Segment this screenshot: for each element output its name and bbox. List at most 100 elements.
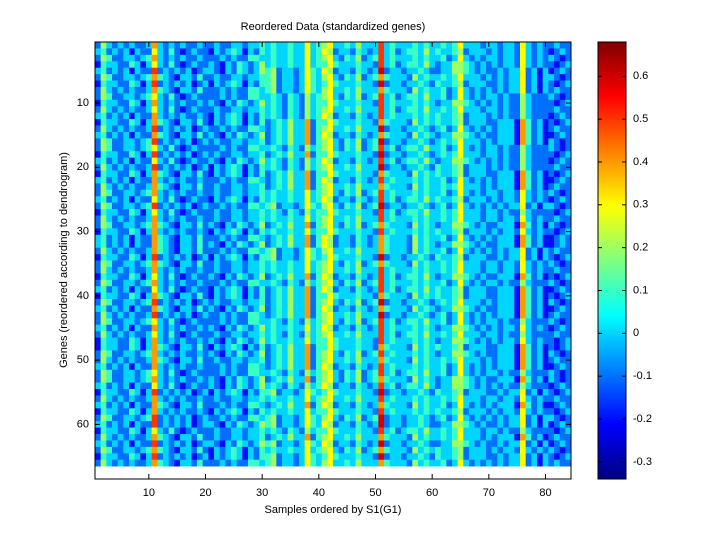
cell: [287, 48, 294, 56]
cell: [542, 356, 549, 364]
cell: [452, 202, 458, 210]
cell: [163, 337, 169, 345]
cell: [452, 112, 458, 120]
cell: [457, 189, 464, 197]
cell: [117, 221, 124, 229]
cell: [333, 144, 339, 152]
cell: [197, 67, 203, 75]
cell: [463, 112, 470, 120]
cell: [253, 67, 260, 75]
cell: [208, 318, 215, 326]
cell: [497, 331, 504, 338]
cell: [214, 112, 220, 120]
cell: [310, 93, 317, 101]
cell: [208, 350, 215, 358]
cell: [100, 292, 107, 300]
cell: [299, 344, 305, 351]
cell: [219, 331, 226, 338]
cell: [180, 48, 186, 56]
cell: [168, 376, 175, 383]
cell: [265, 286, 271, 293]
cell: [350, 183, 356, 191]
cell: [276, 183, 283, 191]
cell: [242, 67, 249, 75]
cell: [208, 247, 215, 255]
cell: [117, 164, 124, 171]
cell: [457, 151, 464, 158]
cell: [435, 234, 441, 242]
cell: [214, 266, 220, 274]
cell: [525, 318, 532, 326]
cell: [333, 164, 339, 171]
cell: [355, 170, 362, 178]
cell: [117, 67, 124, 75]
cell: [197, 318, 203, 326]
cell: [134, 61, 141, 69]
cell: [134, 234, 141, 242]
cell: [163, 196, 169, 203]
cell: [100, 176, 107, 184]
cell: [452, 363, 458, 371]
cell: [344, 337, 351, 345]
cell: [248, 112, 254, 120]
cell: [129, 74, 135, 81]
cell: [310, 234, 317, 242]
cell: [554, 292, 560, 300]
cell: [514, 86, 521, 94]
cell: [151, 266, 158, 274]
cell: [299, 414, 305, 422]
cell: [168, 106, 175, 113]
cell: [316, 421, 322, 428]
cell: [389, 311, 396, 319]
cell: [151, 119, 158, 126]
cell: [554, 350, 560, 358]
cell: [253, 299, 260, 306]
cell: [265, 74, 271, 81]
cell: [463, 54, 470, 62]
cell: [361, 138, 368, 146]
cell: [418, 241, 424, 248]
cell: [214, 138, 220, 146]
cell: [440, 266, 447, 274]
cell: [123, 157, 130, 165]
cell: [327, 324, 334, 332]
cell: [214, 99, 220, 107]
cell: [123, 382, 130, 390]
cell: [565, 189, 572, 197]
cell: [491, 382, 498, 390]
cell: [95, 254, 101, 261]
cell: [100, 286, 107, 293]
cell: [514, 337, 521, 345]
cell: [367, 234, 373, 242]
cell: [350, 260, 356, 268]
cell: [191, 350, 198, 358]
cell: [219, 54, 226, 62]
cell: [474, 209, 481, 216]
cell: [197, 382, 203, 390]
cell: [350, 144, 356, 152]
cell: [503, 247, 509, 255]
cell: [333, 151, 339, 158]
cell: [537, 99, 543, 107]
cell: [412, 80, 419, 88]
cell: [520, 324, 526, 332]
cell: [372, 86, 379, 94]
cell: [559, 324, 566, 332]
cell: [236, 344, 243, 351]
cell: [185, 176, 192, 184]
cell: [219, 67, 226, 75]
cell: [265, 305, 271, 313]
cell: [214, 202, 220, 210]
cell: [253, 247, 260, 255]
cell: [304, 86, 311, 94]
cell: [140, 273, 147, 281]
cell: [350, 196, 356, 203]
cell: [208, 331, 215, 338]
cell: [242, 86, 249, 94]
cell: [491, 157, 498, 165]
cell: [253, 125, 260, 133]
cell: [406, 196, 413, 203]
cell: [106, 157, 113, 165]
cell: [316, 157, 322, 165]
cell: [350, 389, 356, 396]
